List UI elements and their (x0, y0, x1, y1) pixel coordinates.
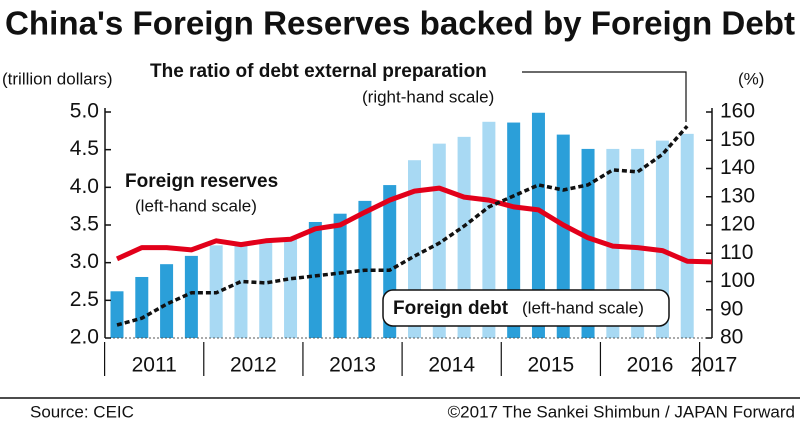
annotation-box (382, 289, 670, 327)
y-tick-label: 4.5 (70, 137, 99, 160)
y2-tick-label: 110 (720, 241, 753, 264)
y2-tick-label: 80 (720, 326, 743, 349)
x-tick-label: 2014 (428, 354, 475, 377)
y-tick-label: 3.0 (70, 250, 99, 273)
bar (457, 136, 471, 338)
x-tick-label: 2017 (691, 354, 738, 377)
y-tick-label: 3.5 (70, 213, 99, 236)
y2-tick-label: 150 (720, 128, 755, 151)
bar (234, 243, 248, 338)
bar (655, 140, 669, 338)
x-tick-label: 2012 (230, 354, 277, 377)
bar (333, 213, 347, 338)
bar (308, 221, 322, 338)
y-tick-label: 4.0 (70, 175, 99, 198)
annotation: (left-hand scale) (135, 196, 257, 215)
bar (680, 133, 694, 338)
y-axis-label: (trillion dollars) (2, 69, 113, 88)
x-tick-label: 2015 (527, 354, 574, 377)
y-tick-label: 2.0 (70, 326, 99, 349)
bar (531, 112, 545, 339)
y-tick-label: 2.5 (70, 288, 99, 311)
y2-axis-label: (%) (738, 69, 764, 88)
annotation: (left-hand scale) (522, 298, 644, 317)
y2-tick-label: 160 (720, 100, 755, 123)
bar (135, 276, 149, 338)
bar (184, 255, 198, 338)
annotation: Foreign reserves (125, 171, 278, 192)
annotation: The ratio of debt external preparation (150, 61, 487, 82)
y2-tick-label: 120 (720, 213, 755, 236)
x-tick-label: 2011 (132, 354, 177, 377)
source: Source: CEIC (30, 402, 134, 421)
ratio-line (116, 124, 689, 327)
annotation: (right-hand scale) (362, 87, 494, 106)
y2-tick-label: 130 (720, 184, 755, 207)
annotation: Foreign debt (393, 298, 509, 319)
bar (507, 122, 521, 339)
year-band (105, 342, 712, 376)
y2-tick-label: 90 (720, 297, 743, 320)
bar (160, 264, 174, 338)
y2-tick-label: 140 (720, 156, 755, 179)
bar (556, 134, 570, 338)
x-tick-label: 2013 (329, 354, 376, 377)
bar (259, 240, 273, 338)
x-tick-label: 2016 (627, 354, 674, 377)
leader-line (522, 71, 687, 122)
chart-title: China's Foreign Reserves backed by Forei… (5, 5, 795, 42)
y2-tick-label: 100 (720, 269, 755, 292)
bar (110, 291, 124, 338)
reserves-line (115, 185, 713, 265)
bar (284, 237, 298, 338)
y-tick-label: 5.0 (70, 100, 99, 123)
bar (482, 121, 496, 338)
credit: ©2017 The Sankei Shimbun / JAPAN Forward (448, 402, 795, 421)
